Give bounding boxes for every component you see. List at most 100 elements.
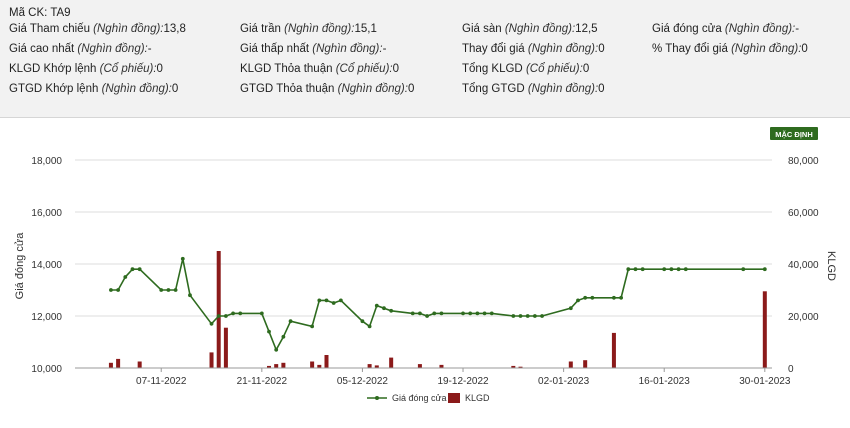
- price-point: [123, 275, 128, 279]
- price-point: [367, 324, 372, 329]
- info-field-unit: (Nghìn đồng):: [77, 43, 148, 55]
- price-point: [288, 319, 293, 324]
- info-field-value: 0: [392, 63, 399, 75]
- price-point: [109, 288, 113, 292]
- volume-bar: [511, 365, 516, 368]
- info-field-value: 0: [801, 43, 808, 55]
- info-field-value: -: [382, 43, 387, 55]
- info-field-label: Thay đổi giá: [462, 43, 525, 55]
- price-point: [209, 321, 214, 326]
- info-field: KLGD Khớp lệnh (Cổ phiếu):0: [9, 63, 163, 75]
- info-field-value: 13,8: [163, 23, 186, 35]
- price-point: [540, 314, 544, 318]
- chart-legend: Giá đóng cửa KLGD: [367, 393, 490, 403]
- price-point: [331, 301, 336, 305]
- info-field: Giá đóng cửa (Nghìn đồng):-: [652, 23, 799, 35]
- info-field-label: Giá thấp nhất: [240, 43, 310, 55]
- price-point: [626, 267, 631, 272]
- volume-bar: [583, 360, 588, 368]
- info-field: Giá sàn (Nghìn đồng):12,5: [462, 23, 598, 35]
- price-point: [518, 314, 523, 318]
- volume-bar: [209, 352, 214, 368]
- default-button[interactable]: MẶC ĐỊNH: [770, 127, 818, 140]
- price-point: [159, 288, 164, 292]
- volume-bar: [223, 327, 228, 368]
- y2-tick-label: 20,000: [788, 312, 819, 323]
- info-field-value: 0: [407, 83, 415, 95]
- info-field-unit: (Nghìn đồng):: [101, 83, 172, 95]
- info-field-value: -: [795, 23, 800, 35]
- price-point: [231, 311, 235, 316]
- price-line: [109, 256, 767, 352]
- price-point: [418, 311, 422, 316]
- price-point: [173, 288, 178, 292]
- y2-tick-label: 60,000: [788, 208, 819, 219]
- info-field-unit: (Nghìn đồng):: [527, 83, 599, 95]
- volume-bar: [367, 364, 372, 368]
- volume-bar: [317, 364, 322, 368]
- volume-bar: [137, 361, 142, 368]
- x-tick-label: 21-11-2022: [237, 376, 288, 387]
- y2-tick-label: 80,000: [788, 156, 819, 167]
- info-field-label: Giá đóng cửa: [652, 23, 722, 35]
- volume-bar: [108, 362, 113, 368]
- info-field: Giá cao nhất (Nghìn đồng):-: [9, 43, 152, 55]
- volume-bar: [310, 361, 315, 368]
- price-point: [360, 319, 365, 324]
- price-point: [511, 314, 516, 318]
- price-point: [525, 314, 530, 318]
- price-point: [281, 334, 286, 339]
- price-point: [324, 298, 329, 303]
- price-point: [382, 306, 386, 311]
- y-axis-label: Giá đóng cửa: [14, 232, 26, 300]
- price-point: [669, 267, 674, 272]
- volume-bar: [439, 364, 444, 368]
- price-point: [223, 314, 228, 318]
- x-tick-label: 16-01-2023: [639, 376, 691, 387]
- y-tick-label: 18,000: [31, 156, 62, 167]
- price-point: [216, 314, 221, 318]
- info-field-label: Giá sàn: [462, 23, 502, 35]
- stock-code-row: Mã CK: TA9: [9, 7, 71, 19]
- price-point: [410, 311, 415, 316]
- price-point: [640, 267, 645, 272]
- price-point: [259, 311, 264, 316]
- volume-bar: [324, 355, 329, 368]
- legend-line-marker: [375, 396, 379, 400]
- price-point: [267, 329, 271, 334]
- info-field-value: 15,1: [354, 23, 377, 35]
- x-tick-label: 19-12-2022: [437, 376, 489, 387]
- volume-bar: [568, 361, 573, 368]
- chart-axes: 10,000 12,000 14,000 16,000 18,000 0 20,000 40,…: [31, 156, 819, 387]
- volume-bar: [374, 365, 379, 368]
- info-field-unit: (Nghìn đồng):: [527, 43, 599, 55]
- price-point: [583, 295, 588, 300]
- legend-volume-label: KLGD: [465, 393, 490, 403]
- price-point: [475, 311, 480, 316]
- y-tick-label: 12,000: [31, 312, 62, 323]
- price-point: [166, 288, 171, 292]
- stock-code-label: Mã CK:: [9, 7, 48, 19]
- info-field: GTGD Thỏa thuận (Nghìn đồng):0: [240, 83, 414, 95]
- info-field: KLGD Thỏa thuận (Cổ phiếu):0: [240, 63, 399, 75]
- y-tick-label: 14,000: [31, 260, 62, 271]
- info-field-label: GTGD Khớp lệnh: [9, 83, 99, 95]
- info-field-label: Giá trần: [240, 23, 281, 35]
- x-tick-label: 02-01-2023: [538, 376, 590, 387]
- info-field-value: 0: [598, 83, 605, 95]
- info-field: Giá trần (Nghìn đồng):15,1: [240, 23, 377, 35]
- price-point: [619, 295, 624, 300]
- info-field-value: 0: [582, 63, 590, 75]
- price-point: [576, 298, 580, 303]
- stock-code-value: TA9: [50, 7, 71, 19]
- price-point: [338, 298, 343, 303]
- volume-bar: [274, 364, 279, 368]
- volume-bar: [216, 251, 221, 368]
- info-field-label: Tổng KLGD: [462, 63, 523, 75]
- price-point: [238, 311, 243, 316]
- volume-bar: [389, 357, 394, 368]
- price-point: [432, 311, 437, 316]
- volume-bar: [116, 358, 121, 368]
- price-point: [762, 267, 767, 272]
- price-point: [116, 288, 121, 292]
